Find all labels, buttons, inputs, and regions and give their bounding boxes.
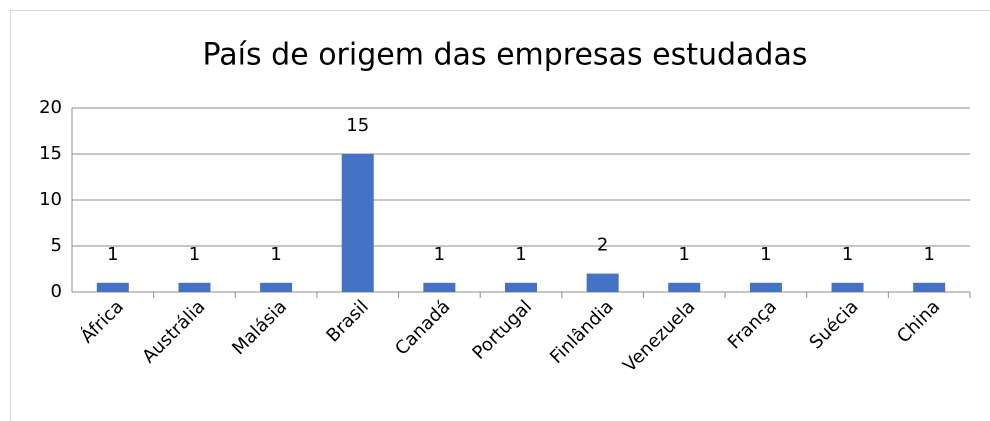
bar [423, 282, 456, 292]
x-tick-label: Austrália [138, 296, 209, 367]
x-tick-label: Suécia [805, 296, 862, 353]
x-tick-label: Finlândia [546, 296, 618, 368]
y-tick-label: 10 [39, 189, 62, 210]
bar [260, 282, 293, 292]
data-label: 1 [270, 244, 281, 265]
bar [668, 282, 701, 292]
y-tick-label: 20 [39, 97, 62, 118]
bar [178, 282, 211, 292]
bar [586, 273, 619, 292]
data-label: 1 [107, 244, 118, 265]
y-tick-label: 15 [39, 143, 62, 164]
x-tick-label: França [724, 296, 781, 353]
chart-border [10, 10, 990, 421]
chart-title: País de origem das empresas estudadas [203, 38, 808, 73]
bar [341, 154, 374, 292]
x-tick-label: Canadá [391, 296, 454, 359]
data-label: 1 [760, 244, 771, 265]
bar [749, 282, 782, 292]
data-label: 15 [346, 115, 369, 136]
bar [913, 282, 946, 292]
x-tick-label: África [76, 296, 128, 348]
x-tick-label: China [893, 296, 944, 347]
data-label: 1 [842, 244, 853, 265]
y-tick-label: 5 [51, 235, 62, 256]
bar [96, 282, 129, 292]
bar [505, 282, 537, 292]
data-label: 2 [597, 235, 608, 256]
data-label: 1 [434, 244, 445, 265]
data-label: 1 [923, 244, 934, 265]
x-tick-label: Malásia [228, 296, 291, 359]
y-tick-label: 0 [51, 281, 62, 302]
x-tick-label: Venezuela [619, 296, 699, 376]
data-label: 1 [515, 244, 526, 265]
bar [831, 282, 864, 292]
x-tick-label: Portugal [468, 296, 536, 364]
x-tick-label: Brasil [322, 296, 372, 346]
data-label: 1 [189, 244, 200, 265]
data-label: 1 [679, 244, 690, 265]
